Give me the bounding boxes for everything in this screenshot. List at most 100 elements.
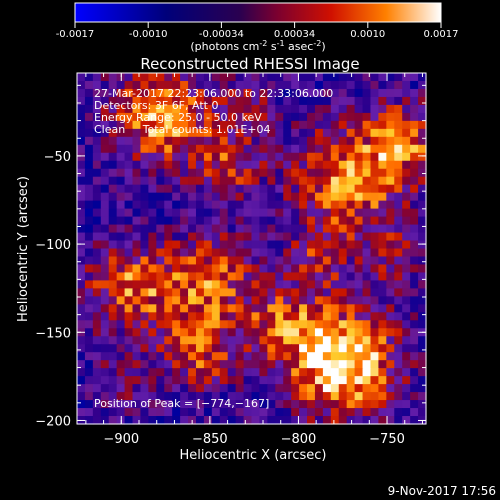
heatmap-cell xyxy=(354,408,364,417)
heatmap-cell xyxy=(188,216,197,226)
heatmap-cell xyxy=(148,184,157,194)
heatmap-cell xyxy=(124,160,134,170)
heatmap-cell xyxy=(346,368,356,377)
heatmap-cell xyxy=(346,104,356,114)
heatmap-cell xyxy=(219,168,229,178)
heatmap-cell xyxy=(418,160,427,170)
heatmap-cell xyxy=(100,200,110,210)
heatmap-cell xyxy=(195,128,205,138)
heatmap-cell xyxy=(267,384,276,393)
heatmap-cell xyxy=(219,416,229,425)
heatmap-cell xyxy=(307,128,316,138)
heatmap-cell xyxy=(227,208,237,218)
heatmap-cell xyxy=(410,216,419,226)
heatmap-cell xyxy=(148,192,157,202)
colorbar-ticks: -0.0017 -0.0010 -0.00034 0.00034 0.0010 0.001… xyxy=(56,22,459,40)
heatmap-cell xyxy=(172,416,181,425)
heatmap-cell xyxy=(322,184,332,194)
heatmap-cell xyxy=(243,416,253,425)
heatmap-cell xyxy=(92,336,102,345)
heatmap-cell xyxy=(92,240,102,250)
heatmap-cell xyxy=(307,416,316,425)
heatmap-cell xyxy=(338,360,348,369)
heatmap-cell xyxy=(235,232,245,242)
heatmap-cell xyxy=(188,384,197,393)
heatmap-cell xyxy=(164,176,173,186)
heatmap-cell xyxy=(243,128,253,138)
heatmap-cell xyxy=(402,256,411,266)
heatmap-cell xyxy=(338,376,348,385)
heatmap-cell xyxy=(148,272,157,282)
heatmap-cell xyxy=(410,352,419,361)
heatmap-cell xyxy=(283,128,292,138)
heatmap-cell xyxy=(354,296,364,305)
colorbar-tick-label: -0.00034 xyxy=(199,29,244,40)
heatmap-cell xyxy=(156,112,165,122)
heatmap-cell xyxy=(275,112,284,122)
heatmap-cell xyxy=(314,144,324,154)
heatmap-cell xyxy=(314,392,324,401)
heatmap-cell xyxy=(275,288,284,297)
heatmap-cell xyxy=(148,136,157,146)
heatmap-cell xyxy=(386,80,395,90)
heatmap-cell xyxy=(418,208,427,218)
heatmap-cell xyxy=(108,272,118,282)
heatmap-cell xyxy=(164,232,173,242)
heatmap-cell xyxy=(156,176,165,186)
heatmap-cell xyxy=(346,416,356,425)
heatmap-cell xyxy=(235,296,245,305)
heatmap-cell xyxy=(132,408,142,417)
heatmap-cell xyxy=(84,160,94,170)
heatmap-cell xyxy=(259,128,268,138)
heatmap-cell xyxy=(402,392,411,401)
heatmap-cell xyxy=(386,88,395,98)
heatmap-cell xyxy=(251,80,261,90)
heatmap-cell xyxy=(418,320,427,329)
heatmap-cell xyxy=(322,208,332,218)
heatmap-cell xyxy=(386,240,395,250)
heatmap-cell xyxy=(156,184,165,194)
heatmap-cell xyxy=(227,264,237,274)
heatmap-cell xyxy=(188,288,197,297)
heatmap-cell xyxy=(259,136,268,146)
heatmap-cell xyxy=(100,376,110,385)
heatmap-cell xyxy=(84,408,94,417)
heatmap-cell xyxy=(156,232,165,242)
heatmap-cell xyxy=(362,328,372,337)
heatmap-cell xyxy=(307,376,316,385)
heatmap-cell xyxy=(227,408,237,417)
heatmap-cell xyxy=(140,192,149,202)
heatmap-cell xyxy=(203,208,213,218)
heatmap-cell xyxy=(243,304,253,313)
heatmap-cell xyxy=(227,256,237,266)
heatmap-cell xyxy=(124,312,134,321)
heatmap-cell xyxy=(267,128,276,138)
heatmap-cell xyxy=(219,280,229,289)
heatmap-cell xyxy=(259,200,268,210)
heatmap-cell xyxy=(370,128,380,138)
heatmap-cell xyxy=(259,360,268,369)
heatmap-cell xyxy=(291,336,300,345)
heatmap-cell xyxy=(148,352,157,361)
heatmap-cell xyxy=(188,352,197,361)
heatmap-cell xyxy=(195,240,205,250)
heatmap-cell xyxy=(378,312,387,321)
heatmap-cell xyxy=(267,160,276,170)
heatmap-cell xyxy=(346,120,356,130)
heatmap-cell xyxy=(275,392,284,401)
heatmap-cell xyxy=(195,392,205,401)
heatmap-cell xyxy=(251,304,261,313)
heatmap-cell xyxy=(291,280,300,289)
heatmap-cell xyxy=(378,392,387,401)
heatmap-cell xyxy=(330,416,340,425)
heatmap-cell xyxy=(418,256,427,266)
heatmap-cell xyxy=(92,232,102,242)
heatmap-cell xyxy=(164,152,173,162)
heatmap-cell xyxy=(180,160,189,170)
heatmap-cell xyxy=(219,160,229,170)
heatmap-cell xyxy=(402,360,411,369)
heatmap-cell xyxy=(314,304,324,313)
heatmap-cell xyxy=(259,232,268,242)
heatmap-cell xyxy=(394,192,403,202)
heatmap-cell xyxy=(299,144,308,154)
